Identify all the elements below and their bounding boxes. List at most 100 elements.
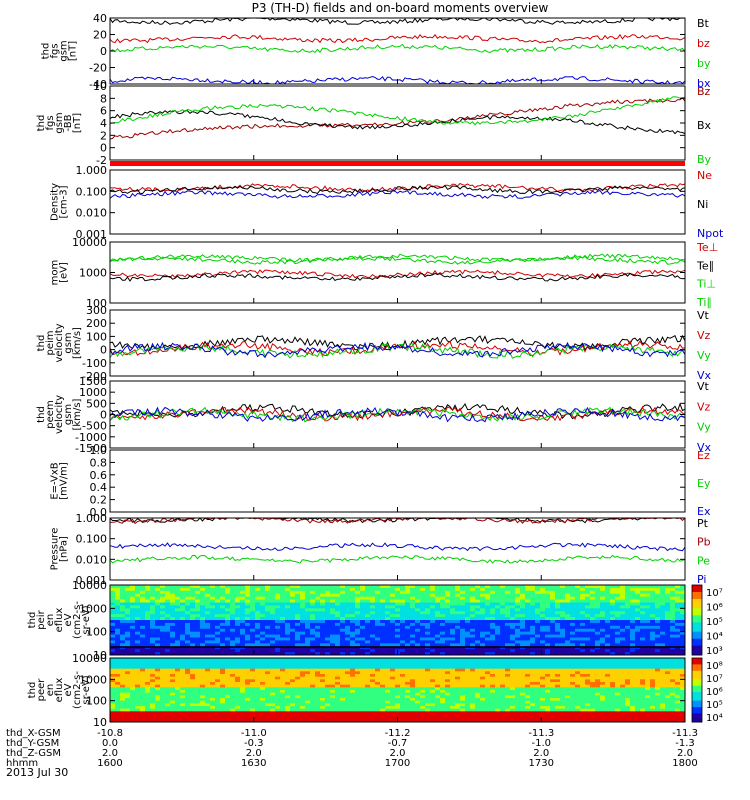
spectrogram-cell [115,620,121,624]
spectrogram-cell [510,625,516,630]
spectrogram-cell [505,674,511,678]
spectrogram-cell [470,620,476,624]
spectrogram-cell [455,687,461,691]
spectrogram-cell [430,668,436,672]
spectrogram-cell [405,611,411,615]
spectrogram-cell [130,599,136,603]
spectrogram-cell [420,590,426,595]
spectrogram-cell [310,643,316,647]
spectrogram-cell [185,695,191,699]
spectrogram-cell [240,596,246,600]
spectrogram-cell [275,620,281,624]
spectrogram-cell [560,587,566,592]
spectrogram-cell [510,668,516,672]
spectrogram-cell [340,660,346,664]
spectrogram-cell [545,666,551,670]
spectrogram-cell [200,698,206,702]
spectrogram-cell [200,605,206,609]
spectrogram-cell [125,622,131,627]
spectrogram-cell [195,622,201,627]
spectrogram-cell [595,605,601,609]
spectrogram-cell [420,663,426,667]
spectrogram-cell [520,676,526,680]
spectrogram-cell [240,637,246,641]
spectrogram-cell [360,684,366,688]
spectrogram-cell [590,666,596,670]
spectrogram-cell [195,660,201,664]
spectrogram-cell [195,674,201,678]
spectrogram-cell [605,620,611,624]
spectrogram-cell [225,585,231,589]
spectrogram-cell [360,676,366,680]
spectrogram-cell [455,628,461,633]
spectrogram-cell [505,585,511,589]
spectrogram-cell [645,684,651,688]
spectrogram-cell [430,643,436,647]
spectrogram-cell [325,587,331,592]
colorbar-segment [692,641,702,644]
spectrogram-cell [305,631,311,635]
spectrogram-cell [520,695,526,699]
spectrogram-cell [120,676,126,680]
spectrogram-cell [140,585,146,589]
spectrogram-cell [570,674,576,678]
spectrogram-cell [450,660,456,664]
spectrogram-cell [175,663,181,667]
spectrogram-cell [520,649,526,653]
spectrogram-cell [435,614,441,618]
spectrogram-cell [525,692,531,696]
spectrogram-cell [170,663,176,667]
spectrogram-cell [265,679,271,683]
spectrogram-cell [515,684,521,688]
spectrogram-cell [320,676,326,680]
spectrogram-cell [280,631,286,635]
spectrogram-cell [210,658,216,662]
spectrogram-cell [400,628,406,633]
spectrogram-cell [310,698,316,702]
spectrogram-cell [660,602,666,606]
spectrogram-cell [670,695,676,699]
spectrogram-cell [485,596,491,600]
spectrogram-cell [120,674,126,678]
spectrogram-cell [455,608,461,612]
spectrogram-cell [210,646,216,650]
spectrogram-cell [200,596,206,600]
spectrogram-cell [670,587,676,592]
spectrogram-cell [560,628,566,633]
spectrogram-cell [345,640,351,644]
spectrogram-cell [210,599,216,603]
spectrogram-cell [125,682,131,686]
spectrogram-cell [250,611,256,615]
spectrogram-cell [300,590,306,595]
spectrogram-cell [455,674,461,678]
spectrogram-cell [615,622,621,627]
spectrogram-cell [635,690,641,694]
spectrogram-cell [205,684,211,688]
spectrogram-cell [155,676,161,680]
spectrogram-cell [225,663,231,667]
spectrogram-cell [225,698,231,702]
spectrogram-cell [665,643,671,647]
spectrogram-cell [195,700,201,704]
spectrogram-cell [340,695,346,699]
spectrogram-cell [515,602,521,606]
spectrogram-cell [430,646,436,650]
spectrogram-cell [605,585,611,589]
spectrogram-cell [220,599,226,603]
spectrogram-cell [285,684,291,688]
spectrogram-cell [495,596,501,600]
spectrogram-cell [295,692,301,696]
spectrogram-cell [175,671,181,675]
spectrogram-cell [460,682,466,686]
colorbar-segment [692,645,702,649]
spectrogram-cell [655,668,661,672]
spectrogram-cell [665,649,671,653]
spectrogram-cell [460,666,466,670]
panel-frame [109,85,686,161]
spectrogram-cell [360,660,366,664]
spectrogram-cell [210,625,216,630]
spectrogram-cell [275,692,281,696]
spectrogram-cell [525,602,531,606]
spectrogram-cell [365,671,371,675]
spectrogram-cell [525,649,531,653]
